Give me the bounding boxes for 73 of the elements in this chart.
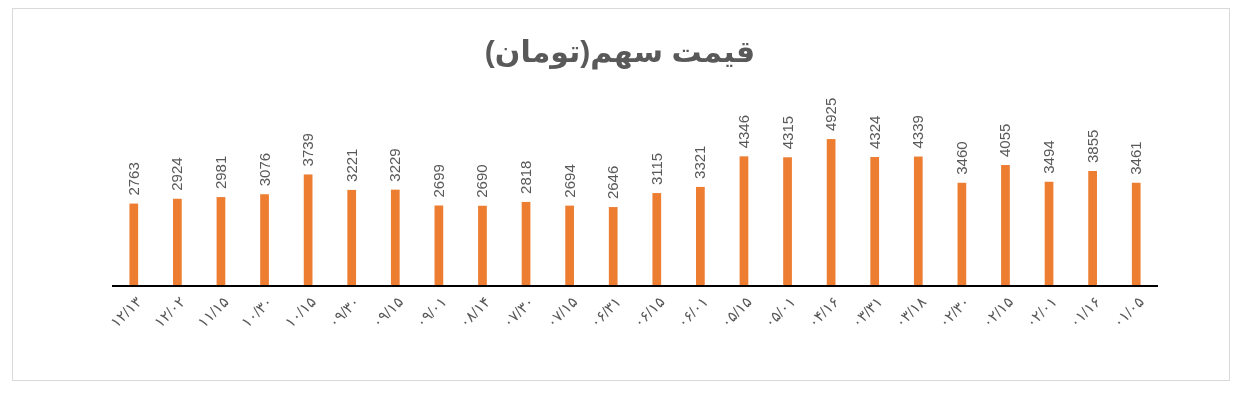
data-label: 2694 — [560, 164, 578, 198]
bar — [260, 194, 269, 286]
data-label: 4339 — [909, 115, 927, 149]
data-label: 3229 — [386, 148, 404, 182]
x-tick-label: ۰۶/۱۵ — [629, 292, 668, 331]
x-tick-label: ۰۲/۰۱ — [1022, 292, 1060, 331]
x-tick-label: ۰۴/۱۶ — [804, 292, 843, 331]
data-label: 3115 — [647, 152, 665, 186]
bar — [826, 139, 836, 286]
data-label: 4346 — [734, 114, 752, 149]
x-tick-label: ۰۶/۰۱ — [673, 292, 712, 331]
x-tick-label: ۱۱/۱۵ — [194, 292, 232, 331]
bar — [1001, 165, 1010, 286]
data-label: 2646 — [604, 165, 622, 200]
bar — [173, 198, 182, 286]
data-label: 2981 — [211, 155, 229, 190]
bar — [347, 189, 357, 286]
data-label: 3461 — [1127, 141, 1145, 175]
bar — [913, 156, 923, 286]
x-tick-label: ۰۶/۳۱ — [586, 292, 625, 331]
bar — [478, 205, 487, 286]
data-label: 2699 — [429, 164, 447, 198]
x-tick-label: ۰۷/۱۵ — [542, 292, 581, 331]
x-tick-label: ۱۰/۱۵ — [281, 292, 320, 331]
data-label: 3494 — [1040, 140, 1058, 174]
bar — [652, 193, 662, 286]
x-tick-label: ۰۱/۰۵ — [1109, 292, 1148, 331]
data-label: 4925 — [822, 97, 840, 132]
x-tick-label: ۰۸/۱۴ — [455, 292, 494, 331]
chart-title: قیمت سهم(تومان) — [484, 35, 756, 70]
x-tick-label: ۰۵/۰۱ — [760, 292, 799, 331]
data-label: 4324 — [865, 115, 883, 150]
data-label: 3321 — [691, 145, 709, 179]
x-tick-label: ۰۵/۱۵ — [717, 292, 755, 331]
bar — [870, 157, 880, 286]
x-tick-label: ۰۹/۳۰ — [324, 292, 363, 331]
data-label: 2763 — [124, 162, 142, 196]
data-label: 2924 — [168, 157, 186, 191]
bar — [390, 189, 400, 286]
x-tick-label: ۰۲/۳۰ — [935, 292, 973, 331]
bar — [1131, 182, 1141, 286]
data-label: 4315 — [778, 115, 796, 150]
x-tick-label: ۰۳/۱۸ — [891, 292, 930, 331]
bar — [696, 186, 705, 286]
data-label: 4055 — [996, 123, 1014, 158]
data-label: 3076 — [255, 152, 273, 187]
data-label: 3460 — [952, 141, 970, 175]
bar — [216, 197, 226, 286]
bar — [434, 205, 444, 286]
bar — [1088, 171, 1097, 286]
x-tick-label: ۰۲/۱۵ — [978, 292, 1017, 331]
bar — [129, 203, 139, 286]
x-tick-label: ۰۹/۱۵ — [368, 292, 407, 331]
x-tick-label: ۱۰/۳۰ — [237, 292, 276, 331]
data-label: 3221 — [342, 148, 360, 182]
x-tick-label: ۰۹/۰۱ — [412, 292, 450, 331]
bar — [957, 182, 967, 286]
bar — [565, 205, 574, 286]
bar — [783, 157, 792, 286]
data-label: 2818 — [517, 160, 535, 194]
x-tick-label: ۱۲/۱۳ — [106, 292, 145, 331]
x-tick-label: ۱۲/۰۲ — [150, 292, 189, 331]
data-label: 3739 — [299, 133, 317, 167]
data-label: 2690 — [473, 164, 491, 198]
bar — [739, 156, 749, 286]
data-label: 3855 — [1083, 129, 1101, 163]
x-tick-label: ۰۷/۳۰ — [499, 292, 537, 331]
bar — [303, 174, 313, 286]
bar — [521, 201, 531, 286]
x-tick-label: ۰۳/۳۱ — [847, 292, 886, 331]
bar — [608, 207, 618, 286]
bar — [1044, 181, 1054, 286]
x-tick-label: ۰۱/۱۶ — [1065, 292, 1104, 331]
